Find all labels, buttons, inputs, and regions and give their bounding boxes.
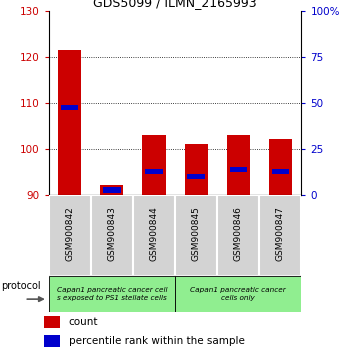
Bar [269,139,292,195]
Text: count: count [69,317,98,327]
FancyBboxPatch shape [49,276,175,312]
FancyBboxPatch shape [133,195,175,276]
Bar [145,169,163,175]
Bar [272,169,289,175]
Bar [100,185,123,195]
Text: GSM900843: GSM900843 [108,206,116,261]
Text: Capan1 pancreatic cancer
cells only: Capan1 pancreatic cancer cells only [190,287,286,301]
FancyBboxPatch shape [259,195,301,276]
FancyBboxPatch shape [49,195,91,276]
Bar [58,50,81,195]
FancyBboxPatch shape [217,195,259,276]
Bar [143,135,166,195]
Bar [44,335,61,347]
Text: percentile rank within the sample: percentile rank within the sample [69,336,244,346]
Bar [227,135,250,195]
Text: GSM900844: GSM900844 [149,206,158,261]
Bar [187,173,205,179]
FancyBboxPatch shape [91,195,133,276]
Bar [103,187,121,193]
Bar [184,144,208,195]
Text: GSM900845: GSM900845 [192,206,201,261]
FancyBboxPatch shape [175,195,217,276]
Text: protocol: protocol [1,281,40,291]
Text: Capan1 pancreatic cancer cell
s exposed to PS1 stellate cells: Capan1 pancreatic cancer cell s exposed … [57,287,167,301]
Bar [61,104,78,110]
Title: GDS5099 / ILMN_2165993: GDS5099 / ILMN_2165993 [93,0,257,10]
Text: GSM900846: GSM900846 [234,206,243,261]
Text: GSM900842: GSM900842 [65,206,74,261]
Text: GSM900847: GSM900847 [276,206,285,261]
FancyBboxPatch shape [175,276,301,312]
Bar [230,167,247,172]
Bar [44,316,61,328]
